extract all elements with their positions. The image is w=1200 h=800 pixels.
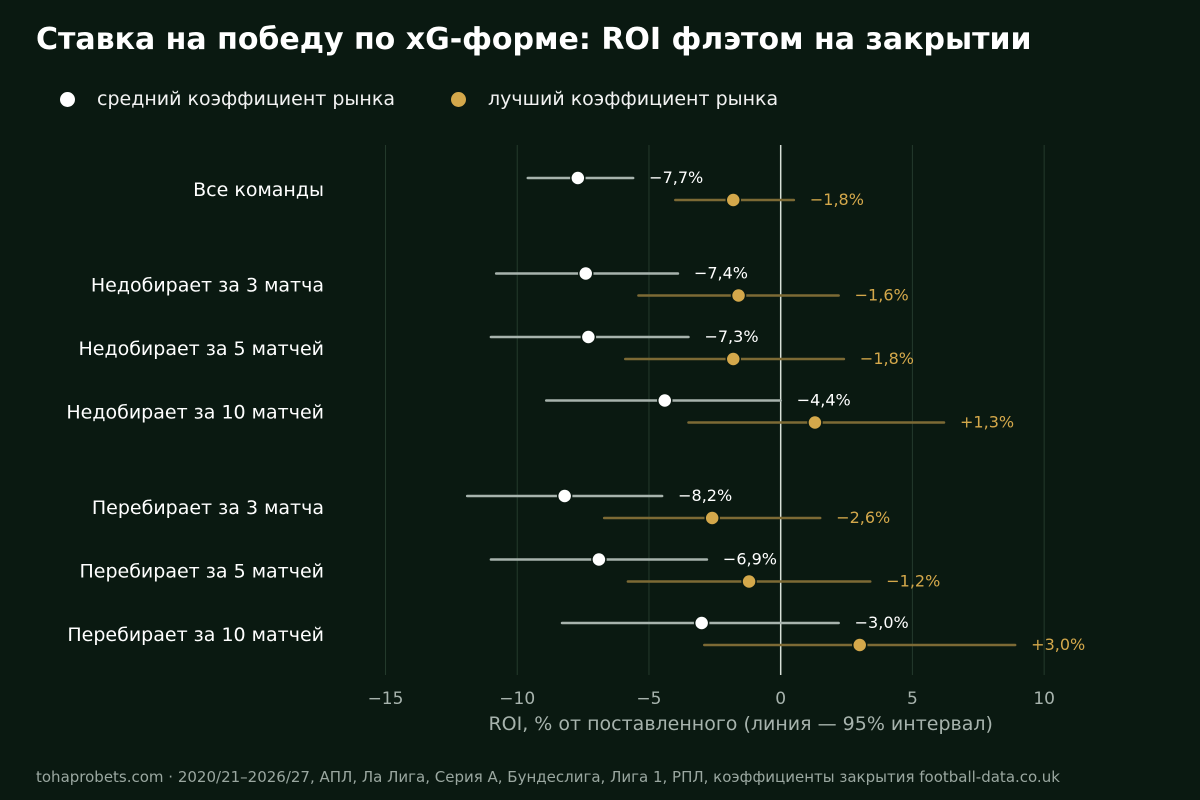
category-label: Перебирает за 3 матча xyxy=(92,497,324,519)
value-label-avg: −4,4% xyxy=(797,391,851,410)
x-tick-label: −10 xyxy=(499,689,535,709)
chart-title: Ставка на победу по xG-форме: ROI флэтом… xyxy=(36,22,1032,57)
point-best xyxy=(730,287,747,304)
legend-label-avg: средний коэффициент рынка xyxy=(97,88,395,110)
point-avg xyxy=(657,392,673,409)
x-tick-label: −5 xyxy=(636,689,661,709)
value-label-avg: −8,2% xyxy=(678,486,732,505)
point-avg xyxy=(693,615,710,631)
point-best xyxy=(741,573,757,590)
x-tick-label: 0 xyxy=(775,689,786,709)
legend-item-avg: средний коэффициент рынка xyxy=(60,88,395,110)
x-axis-label: ROI, % от поставленного (линия — 95% инт… xyxy=(488,713,992,735)
category-label: Недобирает за 5 матчей xyxy=(78,338,324,360)
point-avg xyxy=(570,170,586,186)
value-label-avg: −7,3% xyxy=(704,327,758,346)
category-label: Недобирает за 3 матча xyxy=(91,275,324,297)
point-avg xyxy=(556,488,573,504)
value-label-avg: −3,0% xyxy=(855,613,909,632)
value-label-best: −1,8% xyxy=(810,190,864,209)
point-best xyxy=(807,414,823,431)
value-label-best: −1,6% xyxy=(855,286,909,305)
value-label-best: +1,3% xyxy=(960,413,1014,432)
legend-marker-avg xyxy=(60,91,75,107)
point-avg xyxy=(591,551,607,568)
category-label: Перебирает за 5 матчей xyxy=(79,561,324,583)
point-avg xyxy=(580,329,597,345)
x-tick-label: 10 xyxy=(1033,689,1055,709)
value-label-best: −1,2% xyxy=(886,572,940,591)
x-tick-label: −15 xyxy=(368,689,404,709)
value-label-best: +3,0% xyxy=(1031,635,1085,654)
point-best xyxy=(851,637,868,653)
value-label-avg: −7,4% xyxy=(694,264,748,283)
category-label: Все команды xyxy=(193,179,324,201)
point-best xyxy=(725,192,742,208)
source-footnote: tohaprobets.com · 2020/21–2026/27, АПЛ, … xyxy=(36,768,1060,786)
point-best xyxy=(704,510,720,526)
point-avg xyxy=(577,265,594,282)
value-label-avg: −6,9% xyxy=(723,550,777,569)
category-label: Недобирает за 10 матчей xyxy=(66,402,324,424)
category-label: Перебирает за 10 матчей xyxy=(67,624,324,646)
legend-item-best: лучший коэффициент рынка xyxy=(450,88,779,110)
legend-label-best: лучший коэффициент рынка xyxy=(487,88,779,110)
value-label-best: −1,8% xyxy=(860,349,914,368)
chart-legend: средний коэффициент рынка лучший коэффиц… xyxy=(60,88,834,110)
value-label-avg: −7,7% xyxy=(649,168,703,187)
x-tick-label: 5 xyxy=(907,689,918,709)
point-best xyxy=(725,351,742,367)
legend-marker-best xyxy=(450,91,466,107)
value-label-best: −2,6% xyxy=(836,508,890,527)
